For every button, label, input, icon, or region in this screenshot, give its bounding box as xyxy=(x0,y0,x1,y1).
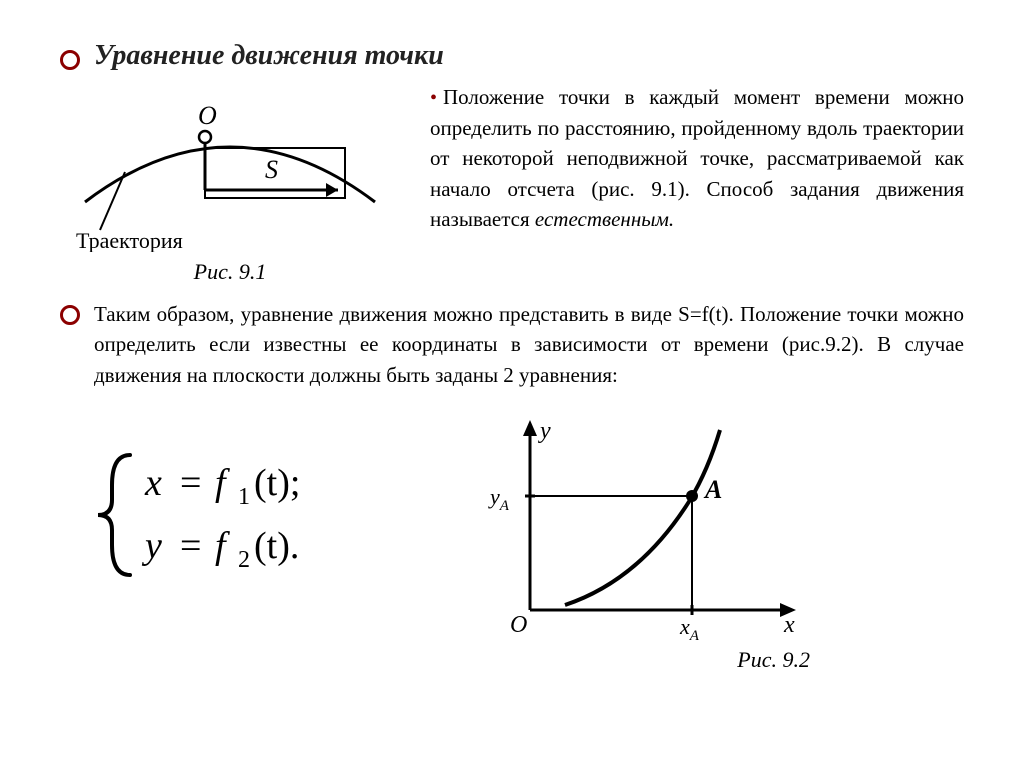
point-A-label: A xyxy=(703,475,722,504)
svg-text:f: f xyxy=(215,525,230,567)
figure-9-1: O S Траектория Рис. 9.1 xyxy=(60,82,400,285)
axis-x-label: x xyxy=(783,612,795,638)
paragraph-2: Таким образом, уравнение движения можно … xyxy=(94,299,964,390)
top-block: O S Траектория Рис. 9.1 •Положение точки… xyxy=(60,82,964,285)
svg-text:x: x xyxy=(144,462,162,504)
coordinate-plot: y x O A yA xA xyxy=(470,410,810,640)
svg-text:=: = xyxy=(180,525,201,567)
trajectory-diagram: O S Траектория xyxy=(70,82,390,252)
svg-text:(t).: (t). xyxy=(254,525,299,567)
paragraph-1-em: естественным. xyxy=(535,207,674,231)
label-S: S xyxy=(265,155,278,184)
figure-9-2: y x O A yA xA Рис. 9.2 xyxy=(470,410,830,673)
label-O: O xyxy=(198,101,217,130)
bullet-ring-icon xyxy=(60,305,80,325)
yA-label: yA xyxy=(488,484,510,514)
xA-label: xA xyxy=(679,614,700,640)
paragraph-1-text: Положение точки в каждый момент времени … xyxy=(430,85,964,231)
svg-text:y: y xyxy=(141,525,162,567)
svg-text:2: 2 xyxy=(238,547,250,573)
title-row: Уравнение движения точки xyxy=(60,40,964,72)
svg-text:1: 1 xyxy=(238,484,250,510)
figure-9-1-caption: Рис. 9.1 xyxy=(60,259,400,285)
paragraph-1: •Положение точки в каждый момент времени… xyxy=(430,82,964,235)
svg-text:=: = xyxy=(180,462,201,504)
label-trajectory: Траектория xyxy=(76,228,183,252)
equation-system: x = f 1 (t); y = f 2 (t). xyxy=(90,410,390,595)
bullet-ring-icon xyxy=(60,50,80,70)
bullet-dot-icon: • xyxy=(430,87,437,109)
origin-label: O xyxy=(510,612,527,638)
svg-text:(t);: (t); xyxy=(254,462,300,504)
middle-block: Таким образом, уравнение движения можно … xyxy=(60,299,964,390)
slide: Уравнение движения точки O S xyxy=(0,0,1024,767)
axis-y-label: y xyxy=(538,418,551,444)
figure-9-2-caption: Рис. 9.2 xyxy=(470,647,830,673)
slide-title: Уравнение движения точки xyxy=(94,40,444,72)
equation-svg: x = f 1 (t); y = f 2 (t). xyxy=(90,440,390,590)
svg-text:f: f xyxy=(215,462,230,504)
bottom-block: x = f 1 (t); y = f 2 (t). xyxy=(60,410,964,673)
